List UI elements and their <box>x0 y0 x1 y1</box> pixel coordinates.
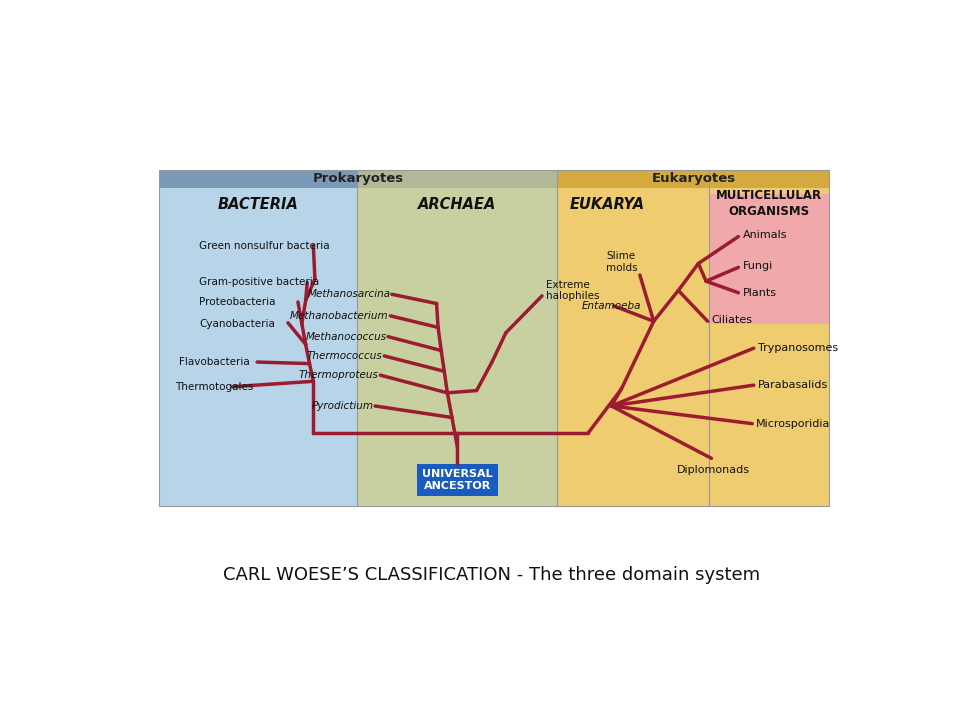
Text: Trypanosomes: Trypanosomes <box>757 343 838 354</box>
Text: UNIVERSAL
ANCESTOR: UNIVERSAL ANCESTOR <box>422 469 492 491</box>
Bar <box>558 169 829 506</box>
Text: MULTICELLULAR
ORGANISMS: MULTICELLULAR ORGANISMS <box>716 189 823 218</box>
Bar <box>417 464 498 496</box>
Text: Methanococcus: Methanococcus <box>305 332 387 342</box>
Text: Entamoeba: Entamoeba <box>582 301 641 311</box>
Bar <box>358 169 558 188</box>
Text: Flavobacteria: Flavobacteria <box>179 357 250 367</box>
Text: Thermococcus: Thermococcus <box>307 351 383 361</box>
Bar <box>158 169 829 506</box>
Text: Parabasalids: Parabasalids <box>757 380 828 390</box>
Text: Eukaryotes: Eukaryotes <box>651 172 735 185</box>
Bar <box>558 169 829 188</box>
Bar <box>158 169 357 506</box>
Text: Methanosarcina: Methanosarcina <box>307 289 391 300</box>
Text: EUKARYA: EUKARYA <box>570 197 645 212</box>
Text: Fungi: Fungi <box>743 261 773 271</box>
Text: Plants: Plants <box>743 288 777 298</box>
Text: Animals: Animals <box>743 230 787 240</box>
Bar <box>709 194 829 323</box>
Text: Ciliates: Ciliates <box>711 315 753 325</box>
Text: Slime
molds: Slime molds <box>606 251 637 273</box>
Bar <box>158 169 358 188</box>
Text: ARCHAEA: ARCHAEA <box>419 197 496 212</box>
Text: Gram-positive bacteria: Gram-positive bacteria <box>200 277 320 287</box>
Text: Methanobacterium: Methanobacterium <box>290 311 389 321</box>
Text: Microsporidia: Microsporidia <box>756 418 830 428</box>
Text: Thermotogales: Thermotogales <box>175 382 253 392</box>
Bar <box>357 169 558 506</box>
Text: Cyanobacteria: Cyanobacteria <box>200 318 276 328</box>
Text: Pyrodictium: Pyrodictium <box>311 401 373 411</box>
Text: Diplomonads: Diplomonads <box>677 465 751 475</box>
Text: Prokaryotes: Prokaryotes <box>312 172 403 185</box>
Text: Thermoproteus: Thermoproteus <box>299 370 379 380</box>
Text: Proteobacteria: Proteobacteria <box>200 297 276 307</box>
Text: Extreme
halophiles: Extreme halophiles <box>546 279 599 301</box>
Text: CARL WOESE’S CLASSIFICATION - The three domain system: CARL WOESE’S CLASSIFICATION - The three … <box>224 567 760 585</box>
Text: Green nonsulfur bacteria: Green nonsulfur bacteria <box>200 240 330 251</box>
Text: BACTERIA: BACTERIA <box>218 197 299 212</box>
